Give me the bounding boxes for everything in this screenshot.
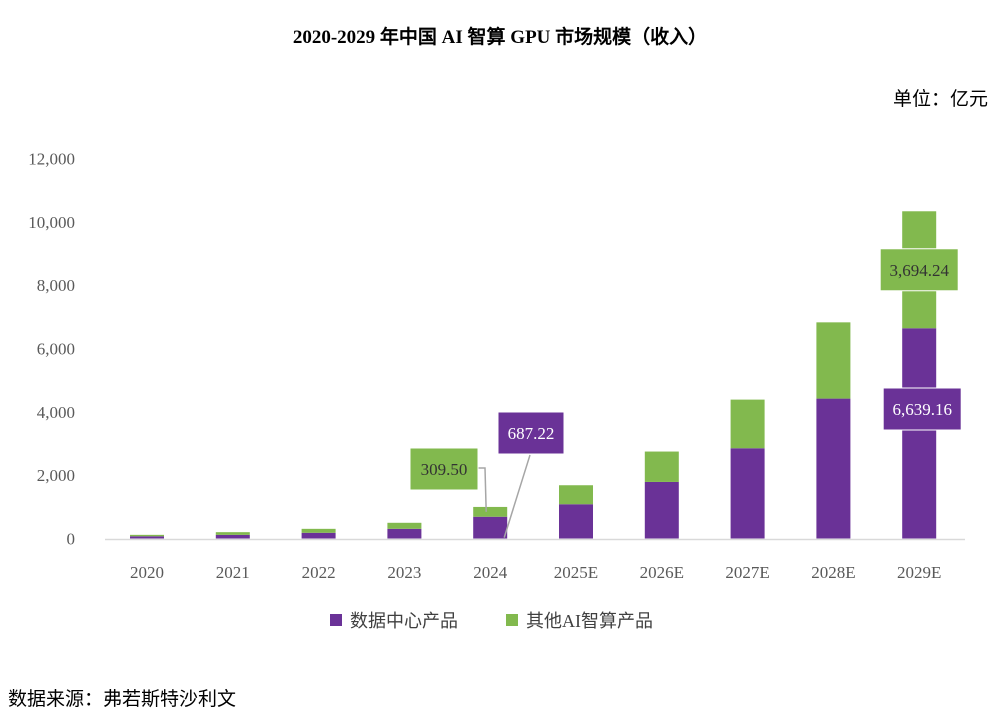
x-tick-label: 2022 xyxy=(302,563,336,582)
bar-2021-series-0 xyxy=(215,534,250,539)
bar-2025E-series-0 xyxy=(559,504,593,539)
legend-swatch xyxy=(330,614,342,626)
x-tick-label: 2029E xyxy=(897,563,941,582)
data-label: 3,694.24 xyxy=(889,261,949,280)
data-label-box xyxy=(497,411,565,455)
y-tick-label: 12,000 xyxy=(28,150,75,169)
x-tick-label: 2023 xyxy=(387,563,421,582)
bar-2020-series-0 xyxy=(130,536,164,539)
data-label: 6,639.16 xyxy=(892,400,952,419)
bar-2028E-series-1 xyxy=(816,322,851,399)
bar-2021-series-1 xyxy=(215,532,250,535)
bar-2027E-series-1 xyxy=(730,399,765,449)
leader-line xyxy=(477,467,487,512)
legend-swatch xyxy=(506,614,518,626)
bar-2024-series-0 xyxy=(473,516,508,539)
x-tick-label: 2021 xyxy=(216,563,250,582)
bar-2024-series-1 xyxy=(473,506,508,517)
bar-2022-series-0 xyxy=(301,532,336,539)
data-label-box xyxy=(882,387,962,431)
bar-2028E-series-0 xyxy=(816,398,851,539)
bar-2029E-series-0 xyxy=(902,328,937,539)
x-tick-label: 2027E xyxy=(725,563,769,582)
bar-2020-series-1 xyxy=(130,534,164,537)
data-label: 687.22 xyxy=(508,424,555,443)
chart-title: 2020-2029 年中国 AI 智算 GPU 市场规模（收入） xyxy=(292,27,708,48)
bar-2023-series-0 xyxy=(387,528,422,539)
y-tick-label: 10,000 xyxy=(28,213,75,232)
bar-2022-series-1 xyxy=(301,528,336,533)
y-tick-label: 6,000 xyxy=(37,340,75,359)
y-tick-label: 8,000 xyxy=(37,276,75,295)
x-tick-label: 2024 xyxy=(473,563,508,582)
data-label-box xyxy=(409,447,479,491)
x-tick-label: 2026E xyxy=(640,563,684,582)
bar-2027E-series-0 xyxy=(730,448,765,539)
data-label-box xyxy=(879,248,959,292)
legend-label: 数据中心产品 xyxy=(350,611,458,631)
bar-2026E-series-1 xyxy=(644,451,679,482)
leader-line xyxy=(503,454,531,538)
y-tick-label: 0 xyxy=(67,530,76,549)
unit-label: 单位：亿元 xyxy=(892,89,988,110)
data-label: 309.50 xyxy=(421,460,468,479)
bar-2025E-series-1 xyxy=(559,485,593,505)
bar-2026E-series-0 xyxy=(644,481,679,539)
x-tick-label: 2025E xyxy=(554,563,598,582)
source-note: 数据来源：弗若斯特沙利文 xyxy=(8,689,237,710)
legend-label: 其他AI智算产品 xyxy=(526,611,653,631)
y-tick-label: 4,000 xyxy=(37,403,75,422)
x-tick-label: 2020 xyxy=(130,563,164,582)
bar-2023-series-1 xyxy=(387,522,422,529)
x-tick-label: 2028E xyxy=(811,563,855,582)
y-tick-label: 2,000 xyxy=(37,466,75,485)
